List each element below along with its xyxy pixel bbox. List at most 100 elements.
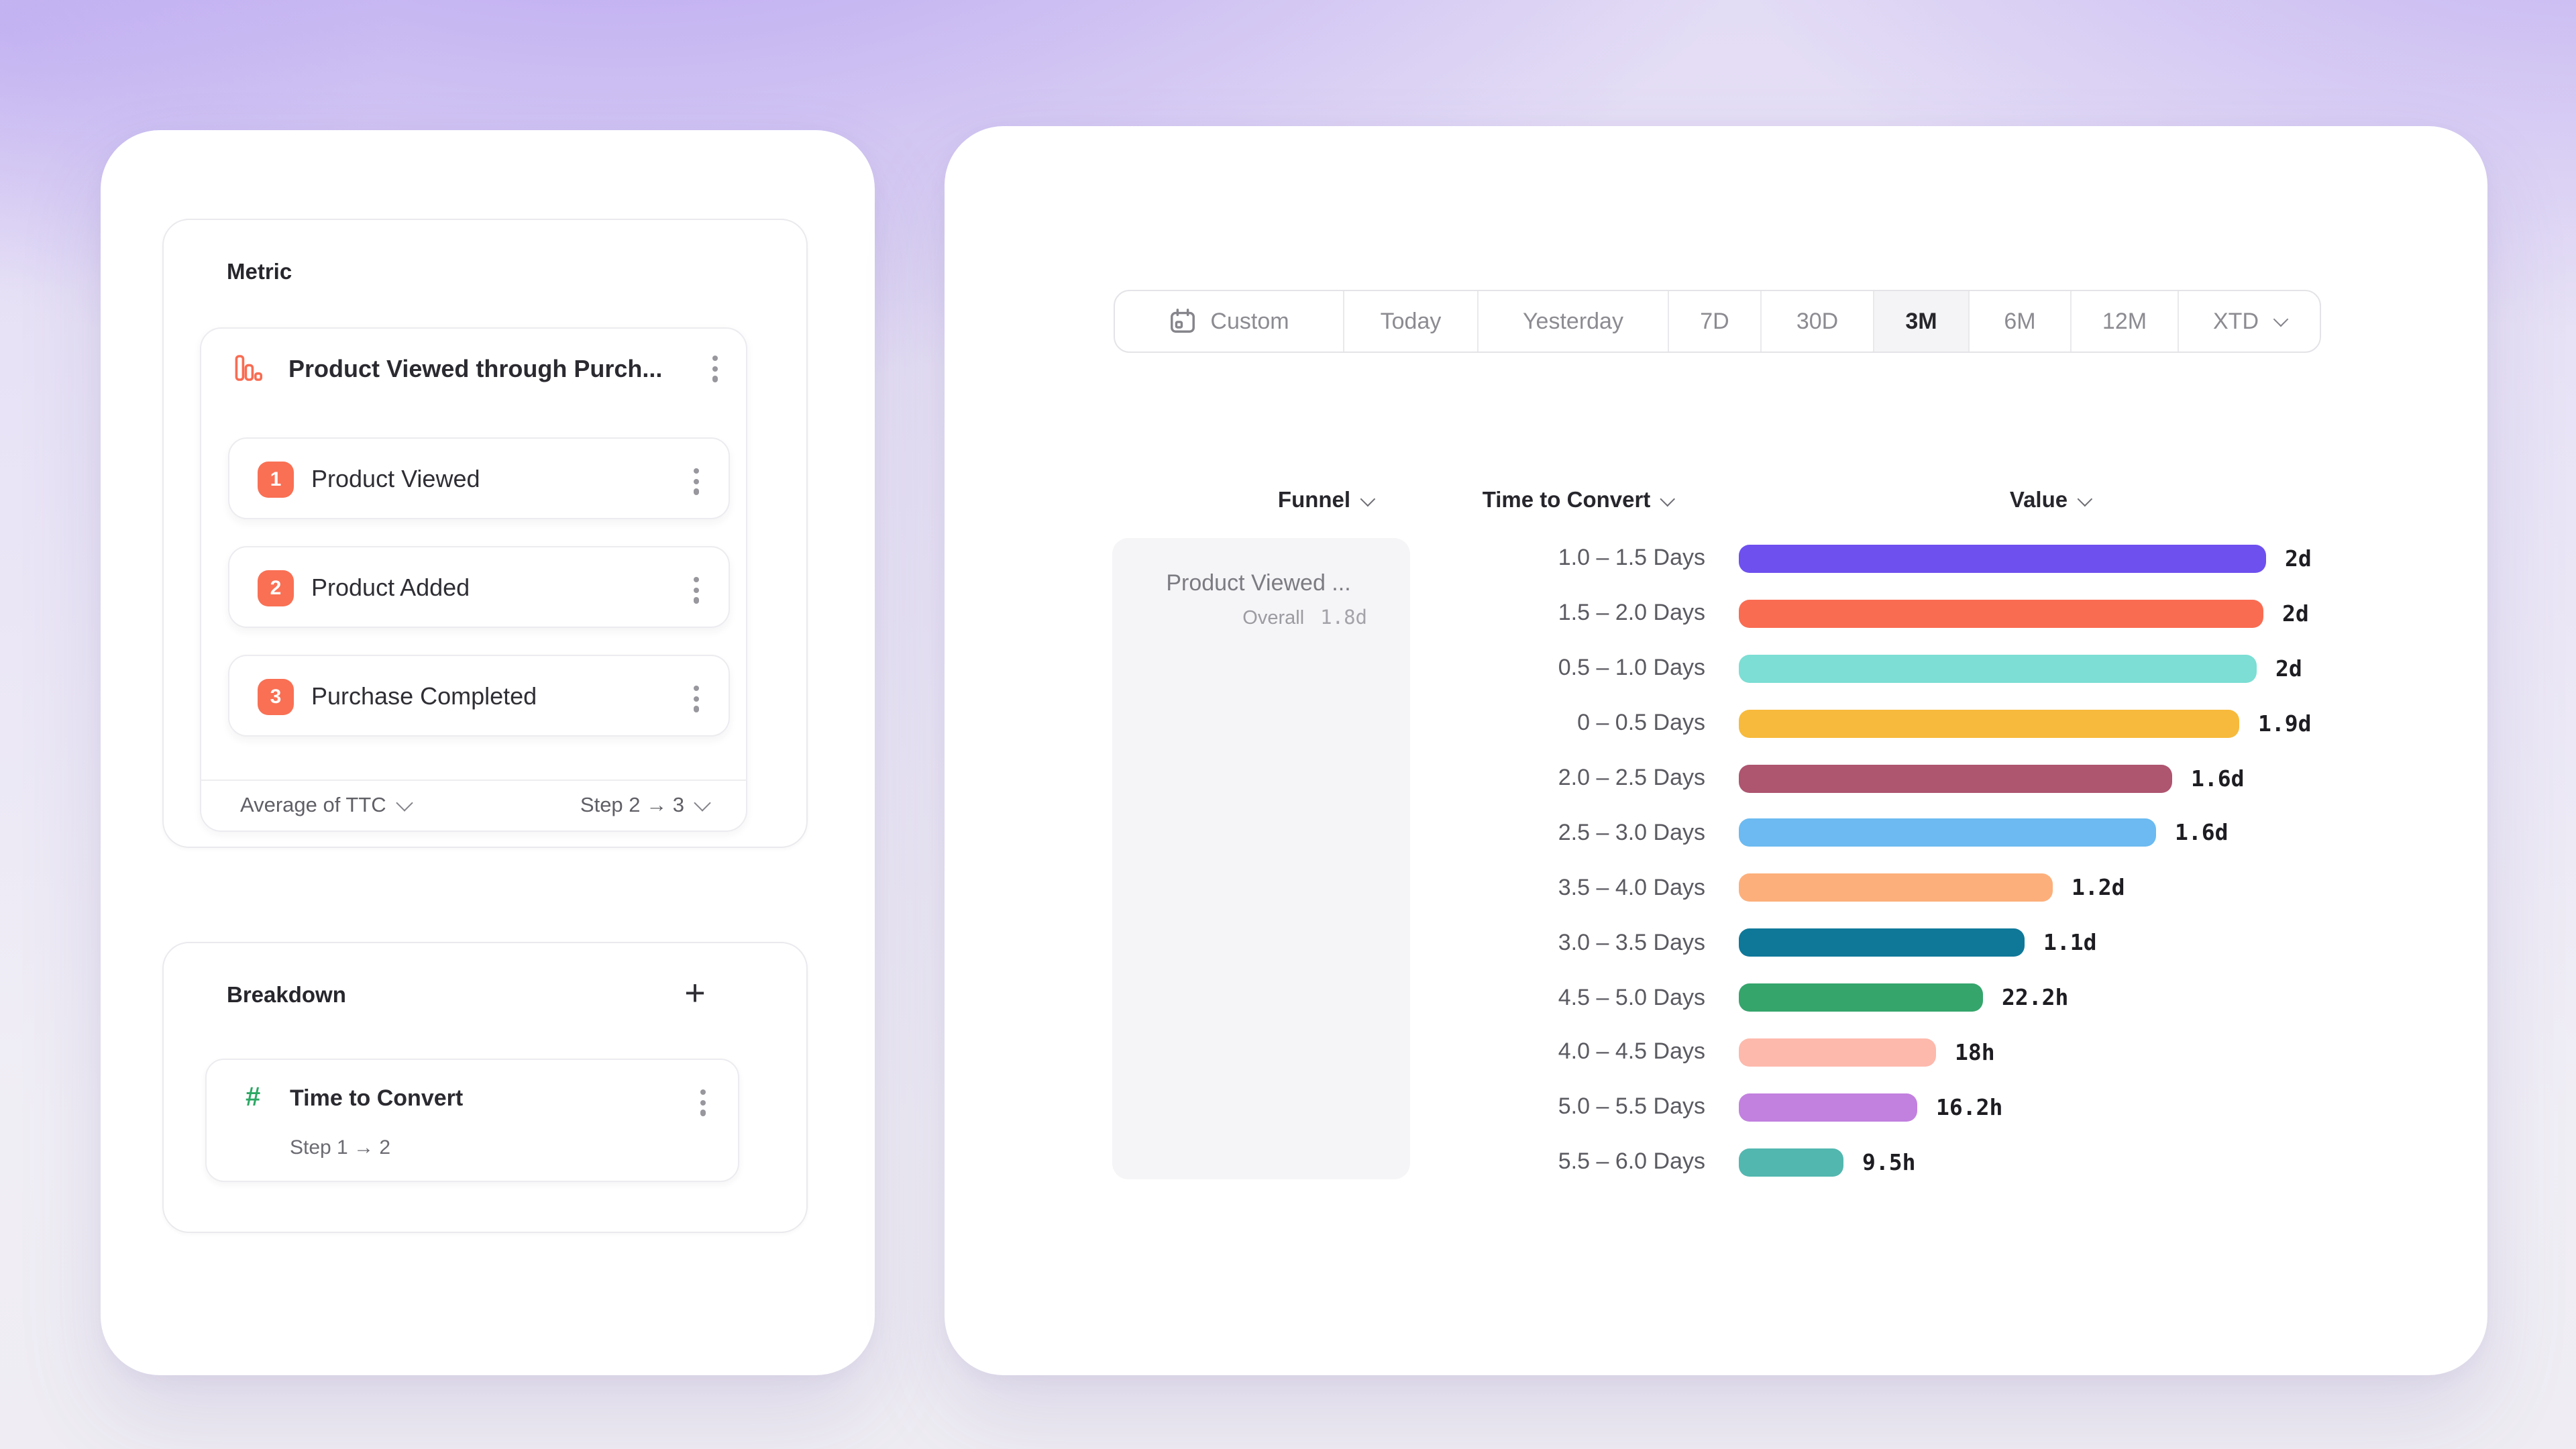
- row-bar[interactable]: [1739, 599, 2263, 628]
- date-range-option-label: Today: [1380, 308, 1442, 333]
- row-bar[interactable]: [1739, 818, 2156, 847]
- row-value-label: 9.5h: [1862, 1149, 1916, 1175]
- step-event-label: Product Viewed: [311, 466, 480, 492]
- chevron-down-icon: [694, 794, 711, 812]
- row-value-label: 2d: [2282, 600, 2309, 627]
- row-category-label: 4.0 – 4.5 Days: [1558, 1038, 1705, 1065]
- metric-item-header: Product Viewed through Purch...: [201, 329, 746, 407]
- ttc-bar-chart: 1.0 – 1.5 Days 2d 1.5 – 2.0 Days 2d 0.5 – 1.…: [945, 531, 2487, 1189]
- row-category-label: 3.5 – 4.0 Days: [1558, 874, 1705, 900]
- date-range-option-label: Yesterday: [1523, 308, 1623, 333]
- date-range-option-label: 6M: [2004, 308, 2036, 333]
- step-range-dropdown-label: Step 2 → 3: [580, 794, 684, 816]
- date-range-option-label: Custom: [1210, 308, 1289, 333]
- row-value-label: 18h: [1955, 1039, 1995, 1065]
- funnel-step-card[interactable]: 1 Product Viewed: [228, 437, 730, 519]
- row-category-label: 4.5 – 5.0 Days: [1558, 984, 1705, 1010]
- chevron-down-icon: [395, 794, 413, 812]
- column-header-value[interactable]: Value: [2010, 488, 2093, 514]
- step-event-label: Product Added: [311, 574, 470, 601]
- metric-item-footer: Average of TTC Step 2 → 3: [201, 780, 746, 830]
- chart-row: 0.5 – 1.0 Days 2d: [945, 641, 2487, 696]
- step-range-dropdown[interactable]: Step 2 → 3: [580, 794, 711, 818]
- row-category-label: 5.5 – 6.0 Days: [1558, 1148, 1705, 1175]
- date-range-option-yesterday[interactable]: Yesterday: [1479, 291, 1669, 352]
- funnel-cell-overall: Overall 1.8d: [1150, 608, 1367, 629]
- kebab-menu-icon[interactable]: [688, 463, 704, 500]
- row-value-label: 1.9d: [2258, 710, 2312, 737]
- funnel-column: Product Viewed ... Overall 1.8d: [1112, 538, 1410, 1179]
- overall-label: Overall: [1242, 608, 1305, 629]
- row-bar[interactable]: [1739, 873, 2053, 902]
- date-range-option-30d[interactable]: 30D: [1762, 291, 1874, 352]
- row-bar[interactable]: [1739, 928, 2025, 957]
- date-range-option-label: 7D: [1700, 308, 1729, 333]
- column-header-funnel[interactable]: Funnel: [1278, 488, 1376, 514]
- date-range-option-label: XTD: [2213, 308, 2259, 333]
- chart-row: 2.5 – 3.0 Days 1.6d: [945, 806, 2487, 861]
- chart-row: 3.0 – 3.5 Days 1.1d: [945, 915, 2487, 970]
- row-category-label: 2.0 – 2.5 Days: [1558, 765, 1705, 790]
- breakdown-section-title: Breakdown: [227, 983, 346, 1008]
- row-category-label: 0.5 – 1.0 Days: [1558, 655, 1705, 681]
- row-category-label: 1.5 – 2.0 Days: [1558, 600, 1705, 626]
- row-bar[interactable]: [1739, 654, 2257, 683]
- row-bar[interactable]: [1739, 1148, 1843, 1177]
- aggregation-dropdown[interactable]: Average of TTC: [240, 794, 413, 818]
- row-bar[interactable]: [1739, 764, 2172, 792]
- row-value-label: 16.2h: [1936, 1094, 2003, 1120]
- date-range-option-7d[interactable]: 7D: [1669, 291, 1762, 352]
- chart-row: 2.0 – 2.5 Days 1.6d: [945, 751, 2487, 806]
- date-range-option-custom[interactable]: Custom: [1115, 291, 1344, 352]
- chart-row: 1.0 – 1.5 Days 2d: [945, 531, 2487, 586]
- funnel-step-card[interactable]: 2 Product Added: [228, 546, 730, 628]
- row-category-label: 2.5 – 3.0 Days: [1558, 819, 1705, 845]
- step-number-badge: 3: [258, 679, 294, 715]
- chart-row: 1.5 – 2.0 Days 2d: [945, 586, 2487, 641]
- chevron-down-icon: [2077, 491, 2093, 507]
- row-category-label: 5.0 – 5.5 Days: [1558, 1093, 1705, 1120]
- chart-row: 0 – 0.5 Days 1.9d: [945, 696, 2487, 751]
- row-bar[interactable]: [1739, 1038, 1936, 1067]
- chevron-down-icon: [1660, 491, 1676, 507]
- row-category-label: 0 – 0.5 Days: [1577, 710, 1705, 736]
- funnel-chart-icon: [235, 354, 263, 382]
- date-range-option-today[interactable]: Today: [1344, 291, 1479, 352]
- row-value-label: 2d: [2285, 545, 2312, 572]
- date-range-option-xtd[interactable]: XTD: [2179, 291, 2320, 352]
- numeric-hash-icon: #: [246, 1083, 261, 1112]
- kebab-menu-icon[interactable]: [707, 350, 723, 387]
- funnel-step-card[interactable]: 3 Purchase Completed: [228, 655, 730, 737]
- breakdown-section: Breakdown + # Time to Convert Step 1 → 2: [162, 942, 808, 1233]
- date-range-option-3m[interactable]: 3M: [1874, 291, 1970, 352]
- query-builder-panel: Metric Product Viewed through Purch... 1…: [101, 130, 875, 1375]
- date-range-option-12m[interactable]: 12M: [2072, 291, 2179, 352]
- chart-row: 5.5 – 6.0 Days 9.5h: [945, 1135, 2487, 1190]
- row-bar[interactable]: [1739, 709, 2239, 738]
- metric-title[interactable]: Product Viewed through Purch...: [288, 356, 663, 382]
- row-bar[interactable]: [1739, 544, 2266, 573]
- row-value-label: 1.1d: [2043, 930, 2097, 956]
- breakdown-item-subtitle: Step 1 → 2: [290, 1136, 391, 1159]
- row-bar[interactable]: [1739, 1093, 1917, 1122]
- row-bar[interactable]: [1739, 983, 1983, 1012]
- date-range-option-label: 30D: [1796, 308, 1839, 333]
- kebab-menu-icon[interactable]: [695, 1084, 711, 1121]
- chevron-down-icon: [1360, 491, 1376, 507]
- row-category-label: 3.0 – 3.5 Days: [1558, 929, 1705, 955]
- add-breakdown-button[interactable]: +: [684, 973, 706, 1013]
- breakdown-item-card[interactable]: # Time to Convert Step 1 → 2: [205, 1059, 739, 1182]
- date-range-option-label: 12M: [2102, 308, 2147, 333]
- date-range-option-6m[interactable]: 6M: [1970, 291, 2072, 352]
- kebab-menu-icon[interactable]: [688, 572, 704, 608]
- report-panel: Custom Today Yesterday 7D 30D 3M 6M 12M XTD Funn…: [945, 126, 2487, 1375]
- column-header-time-to-convert[interactable]: Time to Convert: [1483, 488, 1676, 514]
- step-event-label: Purchase Completed: [311, 683, 537, 710]
- row-value-label: 1.6d: [2175, 820, 2229, 846]
- funnel-cell-title[interactable]: Product Viewed ...: [1166, 570, 1351, 596]
- kebab-menu-icon[interactable]: [688, 680, 704, 717]
- row-value-label: 1.6d: [2191, 765, 2245, 791]
- metric-section-title: Metric: [227, 260, 292, 284]
- calendar-icon: [1169, 307, 1197, 335]
